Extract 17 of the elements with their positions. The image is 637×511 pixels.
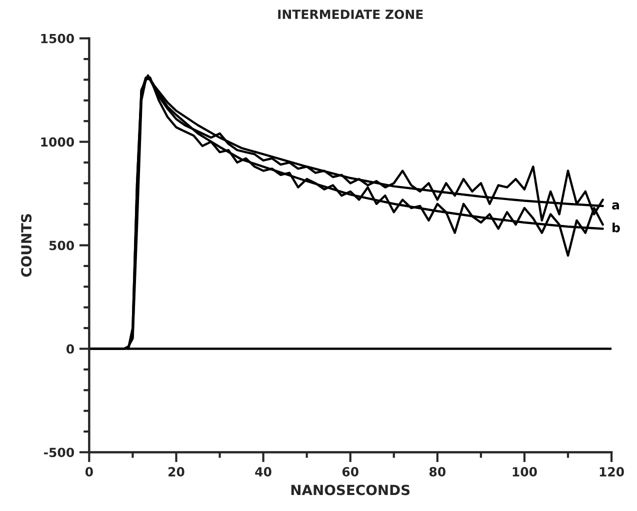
x-tick-label: 20	[168, 467, 184, 476]
x-tick-label: 60	[342, 467, 358, 476]
y-tick-label: 1000	[41, 137, 74, 147]
chart-title: INTERMEDIATE ZONE	[278, 10, 423, 20]
x-tick-label: 80	[429, 467, 446, 476]
series-label: b	[612, 222, 620, 232]
y-tick-label: 0	[66, 344, 74, 354]
x-tick-label: 0	[85, 467, 93, 476]
y-tick-label: 1500	[41, 34, 74, 44]
y-tick-label: 500	[49, 240, 74, 250]
y-axis-title: COUNTS	[21, 214, 32, 277]
x-axis-title: NANOSECONDS	[291, 484, 410, 496]
x-tick-label: 120	[600, 467, 624, 476]
series-label: a	[612, 202, 619, 210]
y-tick-label: -500	[44, 448, 74, 458]
x-tick-label: 100	[512, 467, 537, 476]
x-tick-label: 40	[255, 467, 272, 476]
